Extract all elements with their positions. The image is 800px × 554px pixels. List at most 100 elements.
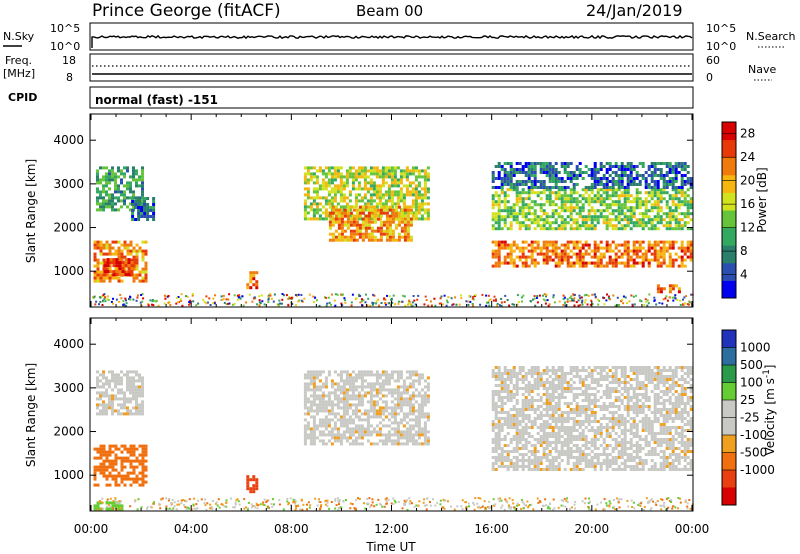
heatmap-cell: [542, 212, 546, 216]
heatmap-cell: [671, 264, 675, 268]
heatmap-cell: [629, 194, 633, 198]
heatmap-cell: [99, 300, 102, 303]
heatmap-cell: [391, 229, 395, 233]
heatmap-cell: [382, 223, 386, 227]
heatmap-cell: [521, 191, 525, 195]
heatmap-cell: [569, 366, 573, 369]
heatmap-cell: [563, 375, 567, 378]
heatmap-cell: [674, 194, 678, 198]
heatmap-cell: [503, 372, 507, 375]
heatmap-cell: [141, 412, 144, 416]
heatmap-cell: [402, 169, 406, 173]
heatmap-cell: [399, 442, 403, 446]
heatmap-cell: [593, 171, 597, 174]
heatmap-cell: [146, 209, 150, 212]
heatmap-cell: [438, 302, 441, 305]
heatmap-cell: [382, 211, 386, 215]
heatmap-cell: [587, 227, 591, 231]
heatmap-cell: [369, 400, 373, 404]
heatmap-cell: [102, 258, 106, 262]
heatmap-cell: [509, 381, 513, 384]
heatmap-cell: [533, 468, 537, 471]
heatmap-cell: [357, 373, 361, 377]
heatmap-cell: [614, 180, 618, 183]
heatmap-cell: [396, 373, 400, 377]
heatmap-cell: [626, 218, 630, 222]
heatmap-cell: [303, 297, 306, 300]
heatmap-cell: [151, 300, 154, 303]
heatmap-cell: [340, 226, 344, 230]
heatmap-cell: [282, 294, 285, 297]
heatmap-cell: [120, 279, 124, 283]
heatmap-cell: [647, 240, 651, 244]
heatmap-cell: [357, 442, 361, 446]
heatmap-cell: [659, 215, 663, 219]
heatmap-cell: [121, 273, 125, 277]
heatmap-cell: [638, 261, 642, 265]
heatmap-cell: [124, 273, 128, 277]
heatmap-cell: [491, 399, 495, 402]
heatmap-cell: [141, 409, 144, 413]
heatmap-cell: [653, 246, 657, 250]
heatmap-cell: [530, 240, 534, 244]
heatmap-cell: [135, 255, 139, 259]
heatmap-cell: [521, 459, 525, 462]
heatmap-cell: [656, 258, 660, 262]
heatmap-cell: [354, 187, 358, 191]
heatmap-cell: [378, 415, 382, 419]
heatmap-cell: [629, 171, 633, 174]
heatmap-cell: [620, 252, 624, 256]
heatmap-cell: [512, 465, 516, 468]
heatmap-cell: [521, 369, 525, 372]
heatmap-cell: [506, 423, 510, 426]
heatmap-cell: [608, 165, 612, 168]
heatmap-cell: [503, 261, 507, 265]
heatmap-cell: [375, 412, 379, 416]
heatmap-cell: [420, 373, 424, 377]
heatmap-cell: [111, 400, 114, 404]
heatmap-cell: [671, 212, 675, 216]
heatmap-cell: [506, 174, 510, 177]
heatmap-cell: [503, 218, 507, 222]
heatmap-cell: [554, 387, 558, 390]
heatmap-cell: [312, 436, 316, 440]
heatmap-cell: [423, 427, 427, 431]
heatmap-cell: [138, 444, 142, 448]
heatmap-cell: [497, 438, 501, 441]
heatmap-cell: [653, 186, 657, 189]
heatmap-cell: [96, 397, 99, 401]
heatmap-cell: [515, 465, 519, 468]
heatmap-cell: [530, 252, 534, 256]
heatmap-cell: [560, 261, 564, 265]
heatmap-cell: [573, 293, 576, 296]
heatmap-cell: [315, 193, 319, 197]
heatmap-cell: [409, 223, 413, 227]
heatmap-cell: [423, 400, 427, 404]
heatmap-cell: [506, 456, 510, 459]
heatmap-cell: [626, 240, 630, 244]
heatmap-cell: [560, 180, 564, 183]
heatmap-cell: [303, 202, 307, 206]
heatmap-cell: [420, 214, 424, 218]
heatmap-cell: [566, 264, 570, 268]
heatmap-cell: [321, 433, 325, 437]
heatmap-cell: [378, 184, 382, 188]
heatmap-cell: [557, 450, 561, 453]
heatmap-cell: [336, 184, 340, 188]
heatmap-cell: [109, 270, 113, 274]
heatmap-cell: [557, 399, 561, 402]
heatmap-cell: [324, 421, 328, 425]
heatmap-cell: [539, 227, 543, 231]
heatmap-cell: [521, 209, 525, 213]
heatmap-cell: [379, 205, 383, 209]
heatmap-cell: [152, 218, 156, 221]
heatmap-cell: [348, 388, 352, 392]
heatmap-cell: [524, 171, 528, 174]
heatmap-cell: [530, 450, 534, 453]
heatmap-cell: [533, 200, 537, 204]
heatmap-cell: [354, 193, 358, 197]
heatmap-cell: [662, 258, 666, 262]
heatmap-cell: [267, 298, 270, 301]
heatmap-cell: [321, 217, 325, 221]
heatmap-cell: [503, 301, 506, 303]
